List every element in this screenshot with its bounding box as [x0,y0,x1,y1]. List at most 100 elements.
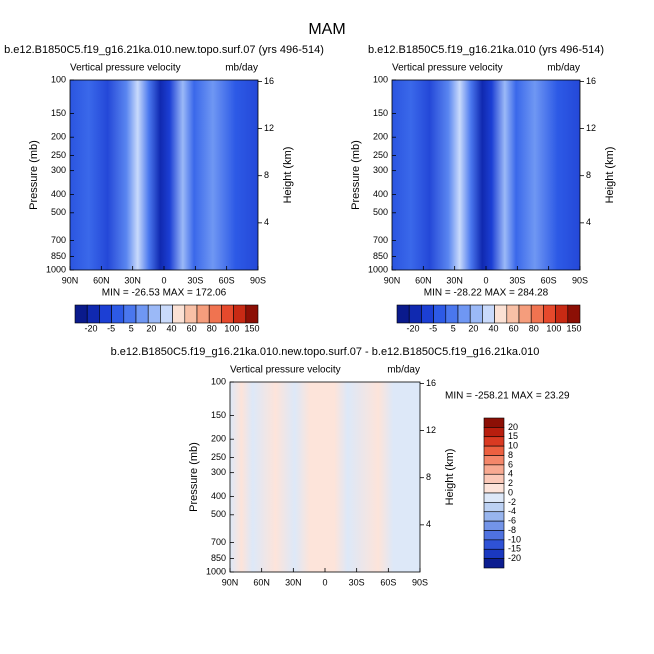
colorbar-box [483,530,505,541]
y-tick-label: 1000 [206,566,226,576]
colorbar-label: 60 [509,323,519,333]
colorbar-box [111,304,125,324]
y2-tick-label: 12 [426,425,436,435]
y-tick-label: 300 [211,467,226,477]
colorbar-label: 150 [566,323,581,333]
colorbar-box [483,558,505,569]
min-max: MIN = -258.21 MAX = 23.29 [445,391,570,402]
colorbar-box [483,417,505,428]
y-axis-title: Pressure (mb) [28,140,40,210]
colorbar-label: 6 [508,459,513,469]
y-tick-label: 400 [211,491,226,501]
y2-tick-label: 16 [586,76,596,86]
colorbar-box [567,304,581,324]
x-tick-label: 0 [161,275,166,285]
y2-axis-title: Height (km) [604,147,616,204]
y-tick-label: 150 [211,410,226,420]
y2-tick-label: 12 [264,123,274,133]
x-tick-label: 30S [187,275,203,285]
colorbar-box [245,304,259,324]
y2-tick-label: 4 [426,519,431,529]
colorbar-label: 5 [451,323,456,333]
x-tick-label: 60N [253,577,270,587]
colorbar-label: 4 [508,469,513,479]
colorbar-box [196,304,210,324]
colorbar-box [457,304,471,324]
colorbar-label: 20 [508,422,518,432]
x-tick-label: 30S [349,577,365,587]
y2-tick-label: 16 [426,378,436,388]
colorbar-label: -20 [84,323,97,333]
y-tick-label: 250 [51,150,66,160]
y2-tick-label: 16 [264,76,274,86]
y-tick-label: 500 [51,207,66,217]
colorbar-label: 80 [207,323,217,333]
colorbar-box [99,304,112,324]
colorbar-box [396,304,410,324]
colorbar-box [483,473,505,484]
y-tick-label: 1000 [46,264,66,274]
y-tick-label: 150 [51,108,66,118]
colorbar-label: 100 [546,323,561,333]
colorbar-box [233,304,247,324]
colorbar-box [483,520,505,531]
min-max: MIN = -26.53 MAX = 172.06 [102,288,227,299]
x-tick-label: 90N [384,275,401,285]
variable-label: Vertical pressure velocity [230,365,341,376]
x-tick-label: 30N [124,275,141,285]
contour-field [392,80,580,270]
y2-tick-label: 8 [426,472,431,482]
y-tick-label: 400 [373,189,388,199]
colorbar-box [221,304,234,324]
colorbar-label: -5 [429,323,437,333]
colorbar-box [483,436,505,447]
y-axis-title: Pressure (mb) [350,140,362,210]
panel-title: b.e12.B1850C5.f19_g16.21ka.010 (yrs 496-… [368,44,604,56]
colorbar-label: -10 [508,534,521,544]
colorbar-box [483,464,505,475]
x-tick-label: 0 [483,275,488,285]
colorbar-box [433,304,447,324]
colorbar-box [483,492,505,503]
colorbar-label: 60 [187,323,197,333]
y-tick-label: 100 [373,74,388,84]
y-tick-label: 400 [51,189,66,199]
colorbar-box [555,304,569,324]
panel-title: b.e12.B1850C5.f19_g16.21ka.010.new.topo.… [4,44,324,56]
x-tick-label: 60N [93,275,110,285]
colorbar-label: 80 [529,323,539,333]
colorbar-label: 40 [488,323,498,333]
colorbar-label: 5 [129,323,134,333]
y-axis-title: Pressure (mb) [188,442,200,512]
colorbar-label: 20 [468,323,478,333]
colorbar-box [483,483,505,494]
colorbar-label: 15 [508,431,518,441]
colorbar-box [483,502,505,513]
y2-tick-label: 4 [264,217,269,227]
y2-tick-label: 12 [586,123,596,133]
y-tick-label: 850 [211,553,226,563]
y-tick-label: 300 [373,165,388,175]
y2-tick-label: 4 [586,217,591,227]
y-tick-label: 850 [51,251,66,261]
y-tick-label: 150 [373,108,388,118]
units-label: mb/day [387,365,420,376]
x-tick-label: 30S [509,275,525,285]
y-tick-label: 700 [373,235,388,245]
colorbar-box [421,304,434,324]
x-tick-label: 90S [412,577,428,587]
colorbar-box [160,304,173,324]
y-tick-label: 100 [211,376,226,386]
colorbar-box [469,304,483,324]
y2-tick-label: 8 [586,170,591,180]
colorbar-box [483,455,505,466]
colorbar-box [74,304,88,324]
colorbar-box [208,304,222,324]
y-tick-label: 200 [51,132,66,142]
colorbar-box [482,304,495,324]
x-tick-label: 60N [415,275,432,285]
y-tick-label: 300 [51,165,66,175]
x-tick-label: 30N [285,577,302,587]
colorbar-label: 150 [244,323,259,333]
